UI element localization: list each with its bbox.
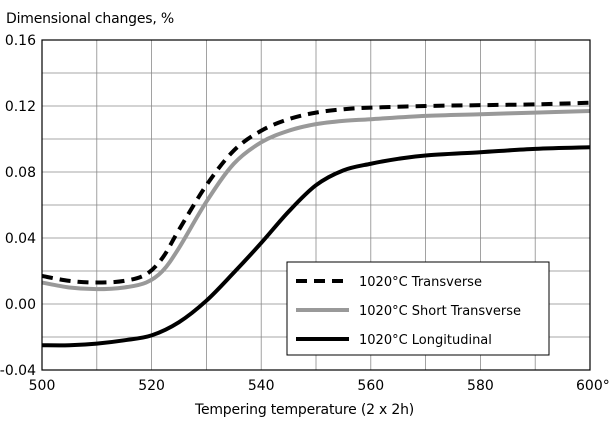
legend: 1020°C Transverse 1020°C Short Transverse… [286,261,550,356]
series-line-2 [41,145,591,348]
y-tick-label: -0.04 [0,363,36,379]
legend-label: 1020°C Transverse [359,275,482,290]
legend-label: 1020°C Longitudinal [359,333,492,348]
y-tick-label: 0.08 [5,165,36,181]
series-lines [41,100,591,348]
axis-ticks: -0.04 0.00 0.04 0.08 0.12 0.16 500 520 540 560 580… [0,33,609,394]
x-axis-title: Tempering temperature (2 x 2h) [194,402,415,418]
x-tick-label: 500 [29,378,56,394]
x-tick-label: 540 [248,378,275,394]
y-tick-label: 0.12 [5,99,36,115]
plot-frame [41,39,591,371]
x-tick-label: 580 [467,378,494,394]
series-line-0 [41,100,591,285]
x-tick-label: 560 [357,378,384,394]
x-tick-label: 520 [138,378,165,394]
y-tick-label: 0.16 [5,33,36,49]
series-line-1 [41,108,591,292]
x-tick-label: 600°C [576,378,609,394]
y-tick-label: 0.04 [5,231,36,247]
legend-label: 1020°C Short Transverse [359,304,521,319]
y-tick-label: 0.00 [5,297,36,313]
y-axis-title: Dimensional changes, % [6,11,174,27]
